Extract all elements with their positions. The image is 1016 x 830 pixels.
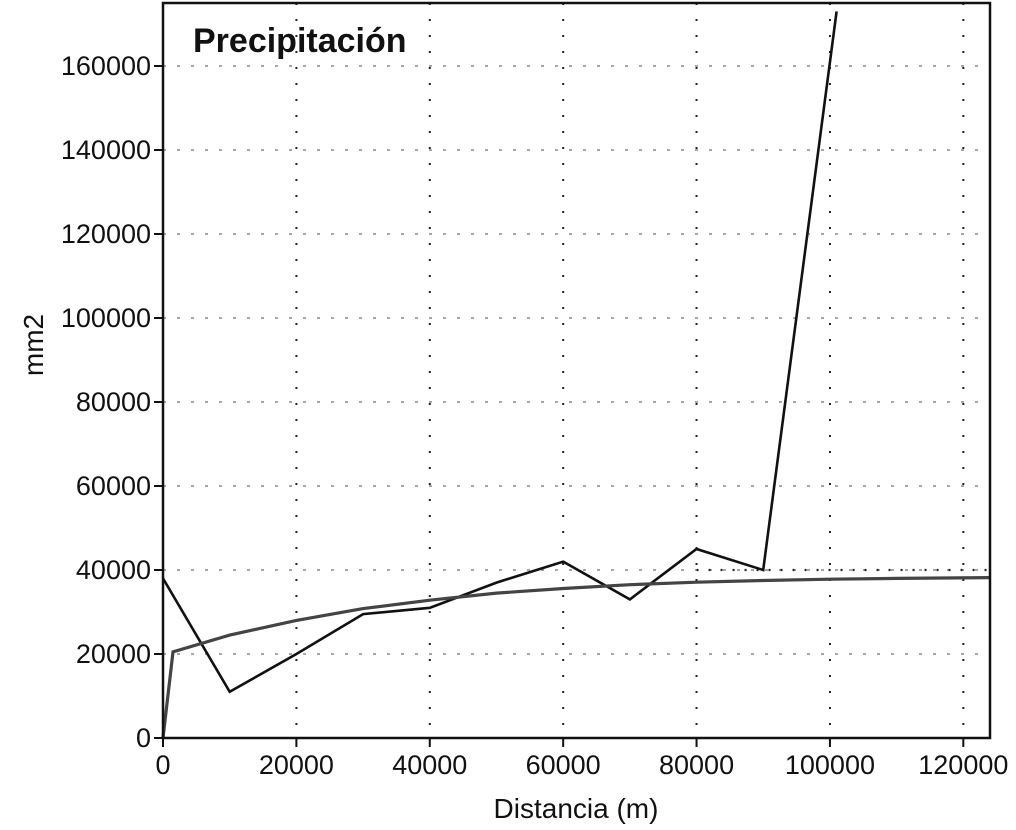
series-layer bbox=[161, 11, 991, 739]
y-axis-title: mm2 bbox=[18, 314, 49, 376]
y-tick-label: 120000 bbox=[61, 219, 151, 249]
x-tick-label: 120000 bbox=[918, 750, 1008, 780]
y-tick-label: 100000 bbox=[61, 303, 151, 333]
tick-layer: 0 20000 40000 60000 80000 100000 120000 0 20000 4… bbox=[61, 51, 1008, 780]
x-axis-title: Distancia (m) bbox=[494, 793, 659, 824]
series-line-model bbox=[161, 576, 991, 739]
x-tick-label: 60000 bbox=[526, 750, 601, 780]
y-tick-label: 40000 bbox=[76, 555, 151, 585]
series-line-experimental bbox=[161, 11, 838, 694]
y-tick-label: 20000 bbox=[76, 639, 151, 669]
x-tick-label: 0 bbox=[155, 750, 170, 780]
y-tick-label: 160000 bbox=[61, 51, 151, 81]
plot-frame bbox=[161, 1, 992, 740]
x-tick-label: 100000 bbox=[785, 750, 875, 780]
x-tick-label: 20000 bbox=[259, 750, 334, 780]
grid bbox=[163, 3, 990, 738]
y-tick-label: 0 bbox=[136, 723, 151, 753]
x-tick-label: 80000 bbox=[659, 750, 734, 780]
y-tick-label: 60000 bbox=[76, 471, 151, 501]
y-tick-label: 140000 bbox=[61, 135, 151, 165]
x-tick-label: 40000 bbox=[392, 750, 467, 780]
y-tick-label: 80000 bbox=[76, 387, 151, 417]
chart-title: Precipitación bbox=[193, 22, 407, 60]
